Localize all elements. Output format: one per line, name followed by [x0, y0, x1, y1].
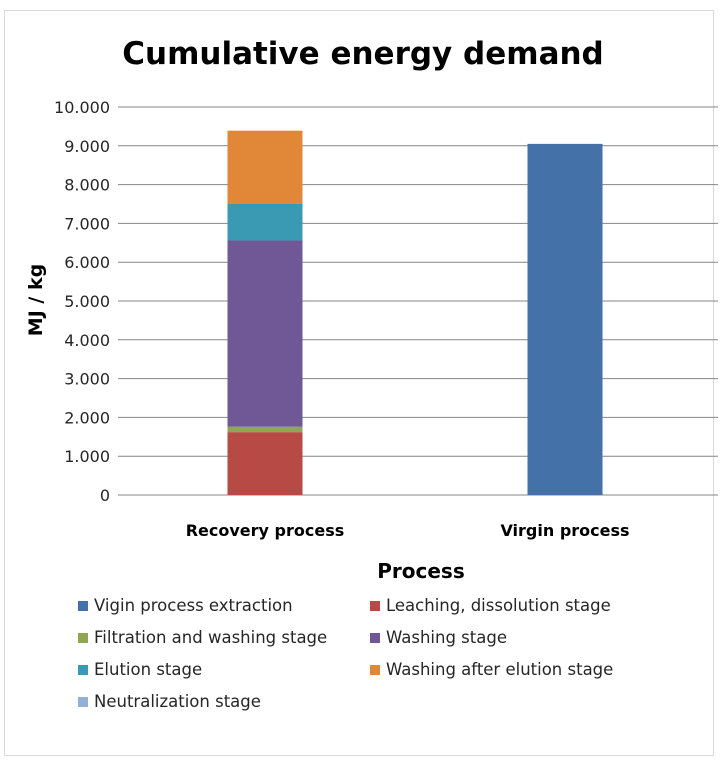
legend-item: Leaching, dissolution stage	[370, 596, 611, 615]
legend-label: Leaching, dissolution stage	[386, 596, 611, 615]
x-axis-label: Process	[377, 559, 465, 583]
legend-label: Washing after elution stage	[386, 660, 614, 679]
legend-label: Neutralization stage	[94, 692, 261, 711]
x-tick-label: Recovery process	[186, 521, 345, 540]
legend-label: Elution stage	[94, 660, 203, 679]
y-tick-label: 5.000	[64, 292, 110, 311]
legend-label: Washing stage	[386, 628, 507, 647]
y-tick-label: 8.000	[64, 176, 110, 195]
legend-label: Filtration and washing stage	[94, 628, 328, 647]
y-tick-label: 7.000	[64, 214, 110, 233]
legend-item: Neutralization stage	[78, 692, 261, 711]
y-tick-label: 4.000	[64, 331, 110, 350]
legend-item: Washing after elution stage	[370, 660, 613, 679]
bar-segment	[227, 240, 303, 427]
legend-swatch	[370, 664, 380, 675]
legend-item: Filtration and washing stage	[78, 628, 327, 647]
legend-item: Elution stage	[78, 660, 202, 679]
legend-item: Washing stage	[370, 628, 507, 647]
bar-segment	[527, 143, 603, 496]
legend-item: Vigin process extraction	[78, 596, 293, 615]
y-tick-label: 10.000	[54, 98, 110, 117]
chart-title: Cumulative energy demand	[122, 36, 604, 72]
legend-label: Vigin process extraction	[94, 596, 293, 615]
bar-segment	[227, 426, 303, 433]
y-tick-label: 0	[100, 486, 110, 505]
legend-swatch	[370, 632, 380, 643]
bar-segment	[227, 130, 303, 204]
y-tick-label: 1.000	[64, 447, 110, 466]
y-tick-label: 3.000	[64, 370, 110, 389]
y-tick-label: 2.000	[64, 408, 110, 427]
y-tick-label: 6.000	[64, 253, 110, 272]
legend-swatch	[78, 632, 88, 643]
legend-swatch	[370, 600, 380, 611]
y-tick-label: 9.000	[64, 137, 110, 156]
bar-segment	[227, 203, 303, 241]
legend-swatch	[78, 664, 88, 675]
bar-segment	[227, 432, 303, 495]
x-tick-label: Virgin process	[500, 521, 629, 540]
y-axis-label: MJ / kg	[25, 264, 47, 336]
legend-swatch	[78, 600, 88, 611]
legend-swatch	[78, 696, 88, 707]
